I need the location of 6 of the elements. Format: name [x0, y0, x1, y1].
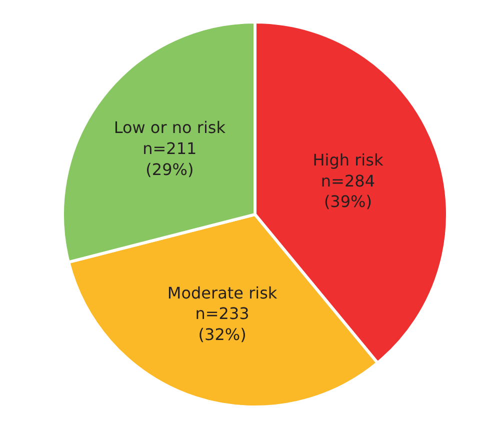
slice-label: Low or no risk: [114, 118, 226, 138]
slice-label: Moderate risk: [167, 283, 278, 302]
data-label: n=284 (39%): [320, 171, 376, 212]
slice-label: High risk: [312, 150, 384, 170]
data-label: n=233 (32%): [195, 304, 250, 344]
data-label: n=211 (29%): [142, 139, 197, 179]
